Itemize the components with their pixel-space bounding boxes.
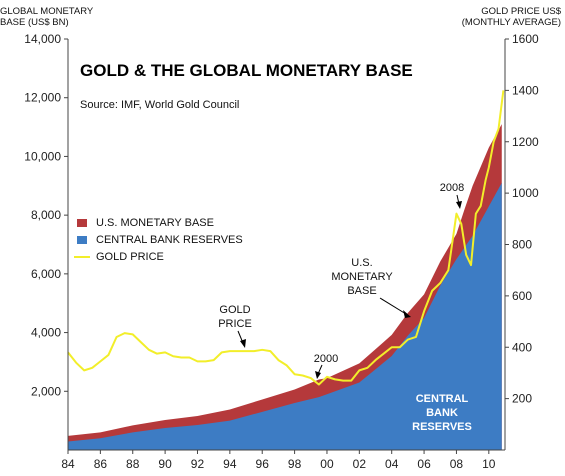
left-axis-title-line-2: BASE (US$ BN) (0, 17, 69, 28)
annotation-2000: 2000 (314, 353, 338, 365)
left-axis-tick-label: 12,000 (24, 91, 61, 105)
x-axis-tick-label: 00 (320, 457, 334, 471)
annotation-2008: 2008 (440, 182, 464, 194)
right-axis-tick-label: 800 (512, 238, 532, 252)
x-axis-tick-label: 90 (158, 457, 172, 471)
left-axis-title: GLOBAL MONETARY BASE (US$ BN) (0, 6, 93, 28)
annotation-us-base-line2: MONETARY (331, 271, 393, 283)
annotation-2008-arrowhead (456, 201, 462, 209)
annotation-us-base-line3: BASE (347, 285, 376, 297)
annotation-us-base-arrow (379, 297, 407, 315)
x-axis-tick-label: 10 (482, 457, 496, 471)
x-axis-tick-label: 94 (223, 457, 237, 471)
left-axis-tick-label: 14,000 (24, 32, 61, 46)
legend-swatch (77, 219, 87, 227)
right-axis-title: GOLD PRICE US$ (MONTHLY AVERAGE) (462, 6, 561, 28)
x-axis-tick-label: 02 (353, 457, 367, 471)
left-axis-title-line-1: GLOBAL MONETARY (0, 6, 94, 17)
x-axis-tick-label: 06 (417, 457, 431, 471)
left-axis-tick-label: 6,000 (31, 267, 61, 281)
right-axis-tick-label: 400 (512, 340, 532, 354)
chart-source: Source: IMF, World Gold Council (80, 99, 239, 111)
annotation-gold-price-line1: GOLD (219, 304, 250, 316)
chart-title: GOLD & THE GLOBAL MONETARY BASE (80, 61, 413, 80)
annotation-2000-arrowhead (315, 371, 321, 379)
left-axis-tick-label: 10,000 (24, 149, 61, 163)
x-axis-tick-label: 08 (450, 457, 464, 471)
legend-label: U.S. MONETARY BASE (96, 217, 214, 229)
x-axis-tick-label: 92 (191, 457, 205, 471)
annotation-us-base-arrowhead (403, 310, 411, 318)
x-axis-tick-label: 84 (61, 457, 75, 471)
legend-label: CENTRAL BANK RESERVES (96, 234, 243, 246)
annotation-reserves-line2: BANK (426, 407, 458, 419)
right-axis-tick-label: 600 (512, 289, 532, 303)
right-axis-title-line-2: (MONTHLY AVERAGE) (461, 17, 561, 28)
x-axis-tick-label: 04 (385, 457, 399, 471)
right-axis-tick-label: 1600 (512, 32, 539, 46)
right-axis-tick-label: 1000 (512, 186, 539, 200)
right-axis-title-line-1: GOLD PRICE US$ (481, 6, 561, 17)
annotation-gold-price-arrowhead (240, 339, 246, 348)
annotation-gold-price-line2: PRICE (218, 318, 252, 330)
right-axis-tick-label: 1400 (512, 83, 539, 97)
left-axis-tick-label: 8,000 (31, 208, 61, 222)
annotation-reserves-line3: RESERVES (412, 421, 472, 433)
x-axis-tick-label: 86 (94, 457, 108, 471)
right-axis-tick-label: 200 (512, 392, 532, 406)
legend-label: GOLD PRICE (96, 251, 164, 263)
legend-swatch (77, 236, 87, 244)
x-axis-tick-label: 96 (256, 457, 270, 471)
left-axis-tick-label: 4,000 (31, 326, 61, 340)
x-axis-tick-label: 88 (126, 457, 140, 471)
central-bank-reserves-area (68, 182, 502, 450)
left-axis-tick-label: 2,000 (31, 384, 61, 398)
x-axis-tick-label: 98 (288, 457, 302, 471)
right-axis-tick-label: 1200 (512, 135, 539, 149)
annotation-reserves-line1: CENTRAL (416, 393, 469, 405)
annotation-us-base-line1: U.S. (351, 257, 372, 269)
gold-price-line (67, 90, 505, 386)
